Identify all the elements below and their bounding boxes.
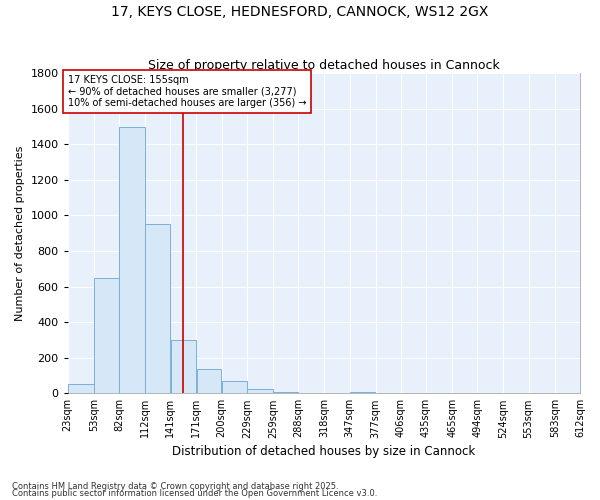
Bar (197, 370, 221, 394)
Bar (119, 126, 145, 394)
Bar (145, 224, 170, 394)
Text: 17 KEYS CLOSE: 155sqm
← 90% of detached houses are smaller (3,277)
10% of semi-d: 17 KEYS CLOSE: 155sqm ← 90% of detached … (68, 75, 306, 108)
Bar (170, 340, 196, 394)
X-axis label: Distribution of detached houses by size in Cannock: Distribution of detached houses by size … (172, 444, 475, 458)
Title: Size of property relative to detached houses in Cannock: Size of property relative to detached ho… (148, 59, 500, 72)
Text: Contains public sector information licensed under the Open Government Licence v3: Contains public sector information licen… (12, 490, 377, 498)
Bar (273, 392, 298, 394)
Bar (350, 392, 376, 394)
Text: Contains HM Land Registry data © Crown copyright and database right 2025.: Contains HM Land Registry data © Crown c… (12, 482, 338, 491)
Y-axis label: Number of detached properties: Number of detached properties (15, 146, 25, 321)
Bar (222, 381, 247, 394)
Text: 17, KEYS CLOSE, HEDNESFORD, CANNOCK, WS12 2GX: 17, KEYS CLOSE, HEDNESFORD, CANNOCK, WS1… (112, 5, 488, 19)
Bar (68, 384, 94, 394)
Bar (247, 389, 273, 394)
Bar (94, 278, 119, 394)
